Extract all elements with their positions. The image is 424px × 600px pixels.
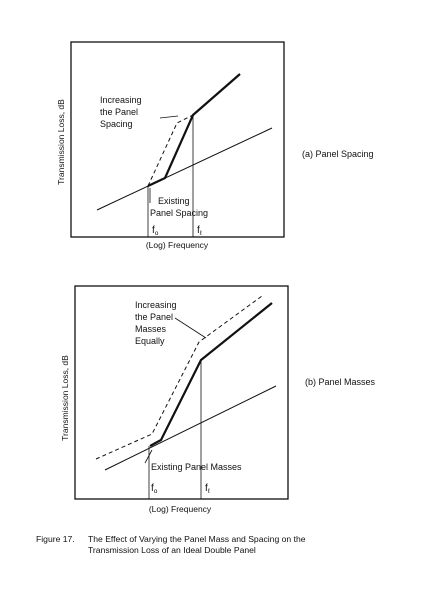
- panel-b-xlabel: (Log) Frequency: [149, 504, 212, 514]
- figure-caption: Figure 17. The Effect of Varying the Pane…: [36, 534, 396, 556]
- panel-a-increase-line2: the Panel: [100, 107, 138, 117]
- panel-a-mass-law-line: [96, 127, 273, 211]
- panel-a-fl-label: fℓ: [197, 225, 203, 237]
- panel-a-increased-spacing-curve: [147, 114, 194, 187]
- panel-a-increase-line3: Spacing: [100, 119, 133, 129]
- panel-b-increase-line4: Equally: [135, 336, 165, 346]
- panel-b-increase-line3: Masses: [135, 324, 167, 334]
- panel-a-frame: [70, 41, 285, 238]
- panel-b-mass-law-line: [104, 385, 277, 471]
- panel-b: Increasing the Panel Masses Equally Exis…: [60, 285, 376, 514]
- panel-b-side-label: (b) Panel Masses: [305, 377, 376, 387]
- figure-caption-text: The Effect of Varying the Panel Mass and…: [88, 534, 388, 556]
- panel-b-increase-line1: Increasing: [135, 300, 177, 310]
- panel-a-existing-line1: Existing: [158, 196, 190, 206]
- panel-a-increase-line1: Increasing: [100, 95, 142, 105]
- panel-a-f0-label: fo: [152, 225, 159, 237]
- panel-b-fl-label: fℓ: [205, 483, 211, 495]
- panel-a-existing-line2: Panel Spacing: [150, 208, 208, 218]
- panel-b-increase-line2: the Panel: [135, 312, 173, 322]
- panel-a-ylabel: Transmission Loss, dB: [56, 99, 66, 185]
- panel-b-frame: [74, 285, 289, 500]
- panel-a-existing-curve: [147, 73, 241, 187]
- panel-b-existing-label: Existing Panel Masses: [151, 462, 242, 472]
- panel-a-xlabel: (Log) Frequency: [146, 240, 209, 250]
- panel-b-ylabel: Transmission Loss, dB: [60, 355, 70, 441]
- panel-b-f0-label: fo: [151, 483, 158, 495]
- panel-b-leader-increase: [174, 317, 207, 339]
- panel-a: Increasing the Panel Spacing Existing Pa…: [56, 41, 374, 250]
- panel-a-side-label: (a) Panel Spacing: [302, 149, 374, 159]
- panel-b-increased-masses-curve: [95, 295, 263, 460]
- panel-a-leader-increase: [159, 115, 179, 119]
- panel-b-existing-curve: [149, 302, 273, 447]
- figure-caption-line2: Transmission Loss of an Ideal Double Pan…: [88, 545, 256, 555]
- figure-caption-number: Figure 17.: [36, 534, 75, 544]
- panel-b-leader-existing: [144, 449, 153, 464]
- figure-caption-line1: The Effect of Varying the Panel Mass and…: [88, 534, 306, 544]
